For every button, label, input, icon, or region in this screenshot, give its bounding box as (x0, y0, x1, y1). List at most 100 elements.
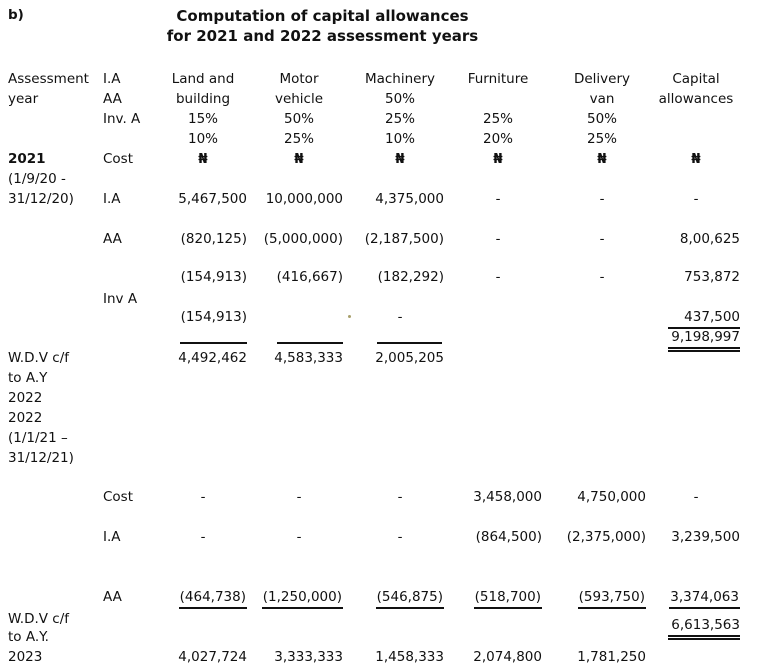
wdv-2022-label-line3: 2023 (8, 649, 43, 665)
value-2021-ia-capital: - (693, 191, 699, 207)
value-2021-aa2-delivery: - (599, 269, 605, 285)
header-rate-machinery-2: 25% (384, 111, 415, 127)
wdv-2021-label-line3: 2022 (8, 390, 43, 406)
total-rule-motor (277, 342, 343, 344)
document-title-line1: Computation of capital allowances (176, 7, 469, 25)
value-2021-aa2-land: (154,913) (180, 269, 247, 285)
wdv-2021-label-line2: to A.Y (8, 370, 48, 386)
value-2022-ia-capital: 3,239,500 (671, 529, 740, 545)
wdv-2022-label-line2: to A.Y. (8, 629, 49, 645)
value-2022-aa-furniture: (518,700) (454, 588, 542, 609)
currency-symbol-furniture: ₦ (493, 151, 503, 167)
currency-symbol-delivery: ₦ (597, 151, 607, 167)
total-2021-capital-allowances: 9,198,997 (652, 328, 740, 352)
value-2022-ia-delivery: (2,375,000) (566, 529, 646, 545)
header-col-land-line1: Land and (171, 71, 235, 87)
section-label: b) (8, 7, 24, 23)
value-2022-ia-machinery: - (397, 529, 403, 545)
wdv-2022-label-line1: W.D.V c/f (8, 611, 70, 627)
document-title-line2: for 2021 and 2022 assessment years (166, 27, 479, 45)
year-2022-label: 2022 (8, 410, 43, 426)
value-2021-ia-delivery: - (599, 191, 605, 207)
header-col-land-line2: building (175, 91, 231, 107)
header-col-furniture: Furniture (467, 71, 529, 87)
value-2021-aa1-motor: (5,000,000) (263, 231, 343, 247)
value-2021-inv-machinery: - (397, 309, 403, 325)
header-col-machinery: Machinery (364, 71, 436, 87)
total-2022-capital-allowances: 6,613,563 (652, 616, 740, 640)
header-rate-furniture-2: 20% (482, 131, 513, 147)
row-label-inv-2021: Inv A (103, 291, 138, 307)
value-2022-cost-motor: - (296, 489, 302, 505)
row-label-ia-2021: I.A (103, 191, 121, 207)
year-2021-label: 2021 (8, 151, 46, 167)
value-2022-cost-machinery: - (397, 489, 403, 505)
year-2022-period-line2: 31/12/21) (8, 450, 74, 466)
header-col-motor-line1: Motor (279, 71, 319, 87)
value-2021-ia-machinery: 4,375,000 (375, 191, 444, 207)
total-rule-land (180, 342, 247, 344)
value-2022-cost-capital: - (693, 489, 699, 505)
value-2022-cost-delivery: 4,750,000 (577, 489, 646, 505)
row-label-aa-2021: AA (103, 231, 122, 247)
header-rate-machinery-3: 10% (384, 131, 415, 147)
value-2022-cost-land: - (200, 489, 206, 505)
header-rate-motor-1: 50% (283, 111, 314, 127)
value-2021-aa2-motor: (416,667) (276, 269, 343, 285)
value-2021-inv-capital: 437,500 (652, 308, 740, 329)
value-2021-aa2-capital: 753,872 (684, 269, 740, 285)
value-2022-wdv-land: 4,027,724 (178, 649, 247, 665)
header-type-ia: I.A (103, 71, 121, 87)
currency-symbol-land: ₦ (198, 151, 208, 167)
value-2021-aa1-furniture: - (495, 231, 501, 247)
value-2021-aa1-machinery: (2,187,500) (364, 231, 444, 247)
header-col-delivery-line2: van (589, 91, 615, 107)
row-label-cost-2022: Cost (103, 489, 134, 505)
value-2022-aa-land: (464,738) (159, 588, 247, 609)
value-2022-ia-motor: - (296, 529, 302, 545)
value-2021-aa2-furniture: - (495, 269, 501, 285)
value-2021-wdv-machinery: 2,005,205 (375, 350, 444, 366)
year-2021-period-line2: 31/12/20) (8, 191, 74, 207)
value-2022-ia-furniture: (864,500) (475, 529, 542, 545)
header-type-aa: AA (103, 91, 122, 107)
value-2022-wdv-furniture: 2,074,800 (473, 649, 542, 665)
year-2022-period-line1: (1/1/21 – (8, 430, 68, 446)
header-rate-furniture-1: 25% (482, 111, 513, 127)
header-rate-machinery-1: 50% (384, 91, 415, 107)
value-2021-aa1-delivery: - (599, 231, 605, 247)
header-rate-delivery-2: 25% (586, 131, 617, 147)
value-2021-ia-motor: 10,000,000 (265, 191, 343, 207)
header-rate-land-1: 15% (187, 111, 218, 127)
value-2021-ia-furniture: - (495, 191, 501, 207)
stray-mark-dot (348, 315, 351, 318)
total-rule-machinery (377, 342, 442, 344)
value-2021-aa1-capital: 8,00,625 (679, 231, 740, 247)
header-col-capital-line2: allowances (658, 91, 734, 107)
value-2021-inv-land: (154,913) (180, 309, 247, 325)
header-rate-delivery-1: 50% (586, 111, 617, 127)
value-2021-wdv-motor: 4,583,333 (274, 350, 343, 366)
wdv-2021-label-line1: W.D.V c/f (8, 350, 70, 366)
value-2022-cost-furniture: 3,458,000 (473, 489, 542, 505)
header-assessment-line2: year (8, 91, 39, 107)
header-rate-motor-2: 25% (283, 131, 314, 147)
header-rate-land-2: 10% (187, 131, 218, 147)
row-label-aa-2022: AA (103, 589, 122, 605)
value-2022-ia-land: - (200, 529, 206, 545)
header-assessment-line1: Assessment (8, 71, 89, 87)
currency-symbol-machinery: ₦ (395, 151, 405, 167)
currency-symbol-motor: ₦ (294, 151, 304, 167)
row-label-cost-2021: Cost (103, 151, 134, 167)
header-col-delivery-line1: Delivery (573, 71, 631, 87)
value-2021-aa1-land: (820,125) (180, 231, 247, 247)
value-2021-ia-land: 5,467,500 (178, 191, 247, 207)
value-2021-wdv-land: 4,492,462 (178, 350, 247, 366)
header-col-capital-line1: Capital (672, 71, 720, 87)
value-2022-wdv-motor: 3,333,333 (274, 649, 343, 665)
value-2022-aa-delivery: (593,750) (558, 588, 646, 609)
year-2021-period-line1: (1/9/20 - (8, 171, 66, 187)
value-2021-aa2-machinery: (182,292) (377, 269, 444, 285)
currency-symbol-capital: ₦ (691, 151, 701, 167)
